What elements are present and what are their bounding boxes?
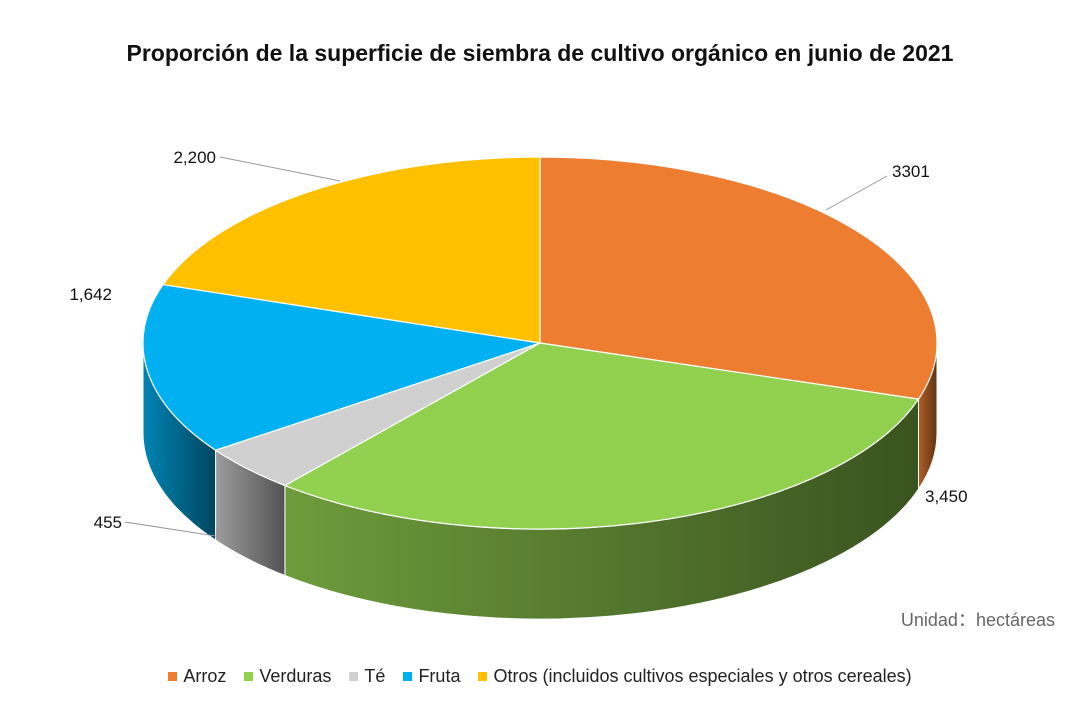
slice-verduras[interactable]: [283, 342, 920, 530]
legend-item: Otros (incluidos cultivos especiales y o…: [478, 666, 912, 687]
data-label: 455: [94, 513, 122, 532]
leader-line: [219, 156, 341, 182]
legend-label: Verduras: [259, 666, 332, 686]
slice-otros[interactable]: [162, 156, 541, 344]
data-label: 1,642: [69, 285, 112, 304]
legend-swatch: [244, 672, 254, 681]
legend-item: Fruta: [403, 666, 460, 687]
legend-swatch: [349, 672, 359, 681]
data-label: 3,450: [925, 487, 968, 506]
legend-label: Arroz: [183, 666, 227, 686]
legend-item: Arroz: [168, 666, 226, 687]
legend-swatch: [168, 672, 178, 681]
unit-note: Unidad：hectáreas: [900, 610, 1055, 630]
slice-fruta[interactable]: [142, 283, 541, 451]
legend-label: Té: [364, 666, 386, 686]
chart-title: Proporción de la superficie de siembra d…: [126, 40, 954, 66]
legend-label: Fruta: [418, 666, 461, 686]
data-label: 2,200: [173, 148, 216, 167]
legend-item: Verduras: [244, 666, 331, 687]
data-label: 3301: [892, 162, 930, 181]
slice-arroz[interactable]: [539, 156, 938, 400]
legend-swatch: [478, 672, 488, 681]
legend-swatch: [403, 672, 413, 681]
legend-item: Té: [349, 666, 385, 687]
legend: Arroz Verduras Té Fruta Otros (incluidos cul…: [0, 666, 1080, 687]
leader-line: [124, 521, 223, 538]
leader-line: [825, 175, 888, 211]
legend-label: Otros (incluidos cultivos especiales y o…: [493, 666, 912, 686]
